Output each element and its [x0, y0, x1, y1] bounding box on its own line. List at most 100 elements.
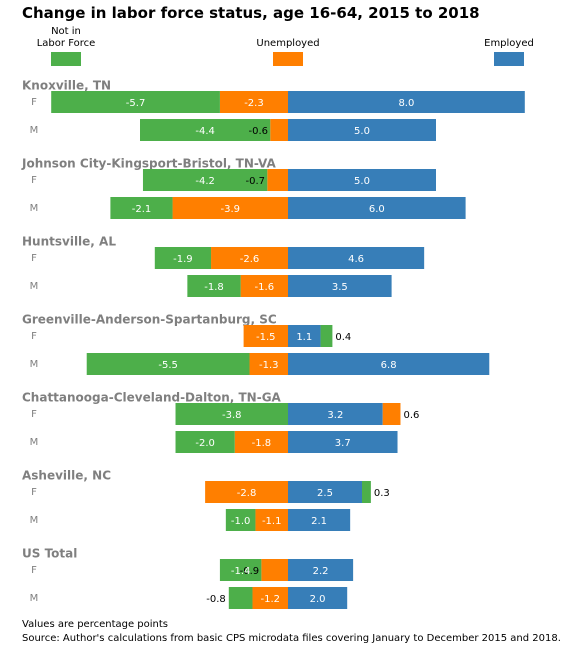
bar-not-in-labor-force	[225, 509, 256, 531]
data-label-unemployed: -2.3	[244, 98, 264, 109]
legend-label-not-in-labor-force: Not in Labor Force	[30, 26, 102, 50]
bar-unemployed	[205, 481, 288, 503]
data-label-unemployed: -3.9	[221, 204, 241, 215]
data-label-employed: 2.0	[310, 594, 326, 605]
legend-swatch-not-in-labor-force	[51, 52, 81, 66]
row-sex-label: F	[31, 97, 37, 108]
data-label-unemployed: -1.5	[256, 332, 276, 343]
data-label-employed: 3.5	[332, 282, 348, 293]
group-label: Knoxville, TN	[22, 79, 111, 93]
row-sex-label: F	[31, 487, 37, 498]
data-label-unemployed: -1.3	[259, 360, 279, 371]
row-sex-label: F	[31, 409, 37, 420]
units-note: Values are percentage points	[22, 619, 169, 630]
data-label-employed: 2.2	[313, 566, 329, 577]
row-sex-label: F	[31, 175, 37, 186]
bar-not-in-labor-force	[110, 197, 173, 219]
bar-unemployed	[382, 403, 401, 425]
bar-employed	[288, 587, 348, 609]
bar-not-in-labor-force	[320, 325, 333, 347]
bar-unemployed	[211, 247, 288, 269]
bar-unemployed	[240, 275, 288, 297]
bar-employed	[288, 559, 354, 581]
data-label-employed: 3.7	[335, 438, 351, 449]
data-label-employed: 2.5	[317, 488, 333, 499]
data-label-not-in-labor-force: 0.4	[335, 332, 351, 343]
bar-employed	[288, 481, 362, 503]
data-label-not-in-labor-force: -0.8	[206, 594, 226, 605]
group-label: Chattanooga-Cleveland-Dalton, TN-GA	[22, 391, 282, 405]
row-sex-label: M	[30, 515, 39, 526]
bar-not-in-labor-force	[175, 431, 235, 453]
legend-label-line2: Labor Force	[36, 38, 96, 49]
bar-employed	[288, 119, 436, 141]
bar-not-in-labor-force	[140, 119, 271, 141]
data-label-not-in-labor-force: -4.2	[195, 176, 215, 187]
bar-employed	[288, 403, 383, 425]
bar-unemployed	[255, 509, 288, 531]
row-sex-label: M	[30, 281, 39, 292]
data-label-not-in-labor-force: -3.8	[222, 410, 242, 421]
bar-not-in-labor-force	[187, 275, 241, 297]
legend-label-line1: Not in	[51, 26, 81, 37]
row-sex-label: F	[31, 253, 37, 264]
data-label-not-in-labor-force: -4.4	[195, 126, 215, 137]
data-label-unemployed: -0.7	[246, 176, 266, 187]
data-label-employed: 1.1	[296, 332, 312, 343]
data-label-not-in-labor-force: -2.1	[132, 204, 152, 215]
group-label: US Total	[22, 547, 77, 561]
bar-employed	[288, 275, 392, 297]
data-label-not-in-labor-force: -1.0	[231, 516, 251, 527]
bar-employed	[288, 325, 321, 347]
chart-title: Change in labor force status, age 16-64,…	[22, 4, 480, 22]
data-label-employed: 8.0	[398, 98, 414, 109]
bar-not-in-labor-force	[51, 91, 220, 113]
data-label-employed: 3.2	[327, 410, 343, 421]
bar-unemployed	[261, 559, 288, 581]
data-label-not-in-labor-force: -1.8	[204, 282, 224, 293]
bar-unemployed	[219, 91, 288, 113]
data-label-unemployed: -1.8	[252, 438, 272, 449]
data-label-unemployed: -2.6	[240, 254, 260, 265]
row-sex-label: M	[30, 593, 39, 604]
bar-employed	[288, 247, 425, 269]
bar-unemployed	[234, 431, 288, 453]
data-label-employed: 5.0	[354, 126, 370, 137]
data-label-unemployed: -1.2	[260, 594, 280, 605]
bar-employed	[288, 197, 466, 219]
bar-not-in-labor-force	[362, 481, 371, 503]
source-note: Source: Author's calculations from basic…	[22, 633, 561, 644]
bar-unemployed	[249, 353, 288, 375]
row-sex-label: F	[31, 565, 37, 576]
data-label-not-in-labor-force: -1.9	[173, 254, 193, 265]
data-label-employed: 6.0	[369, 204, 385, 215]
bar-not-in-labor-force	[142, 169, 268, 191]
data-label-unemployed: -0.9	[240, 566, 260, 577]
data-label-not-in-labor-force: 0.3	[374, 488, 390, 499]
bar-not-in-labor-force	[219, 559, 262, 581]
group-label: Johnson City-Kingsport-Bristol, TN-VA	[21, 157, 276, 171]
data-label-unemployed: -0.6	[248, 126, 268, 137]
bar-not-in-labor-force	[86, 353, 250, 375]
data-label-unemployed: 0.6	[403, 410, 419, 421]
bar-employed	[288, 353, 490, 375]
bar-unemployed	[267, 169, 288, 191]
bar-employed	[288, 169, 436, 191]
legend-swatch-employed	[494, 52, 524, 66]
legend-label-unemployed: Unemployed	[256, 38, 320, 49]
row-sex-label: M	[30, 359, 39, 370]
data-label-employed: 4.6	[348, 254, 364, 265]
data-label-employed: 6.8	[381, 360, 397, 371]
legend-label-employed: Employed	[484, 38, 534, 49]
bar-not-in-labor-force	[175, 403, 288, 425]
data-label-not-in-labor-force: -2.0	[195, 438, 215, 449]
bar-unemployed	[172, 197, 288, 219]
data-label-employed: 5.0	[354, 176, 370, 187]
bar-employed	[288, 431, 398, 453]
row-sex-label: M	[30, 437, 39, 448]
row-sex-label: M	[30, 125, 39, 136]
data-label-employed: 2.1	[311, 516, 327, 527]
data-label-unemployed: -1.1	[262, 516, 282, 527]
bar-unemployed	[243, 325, 288, 347]
